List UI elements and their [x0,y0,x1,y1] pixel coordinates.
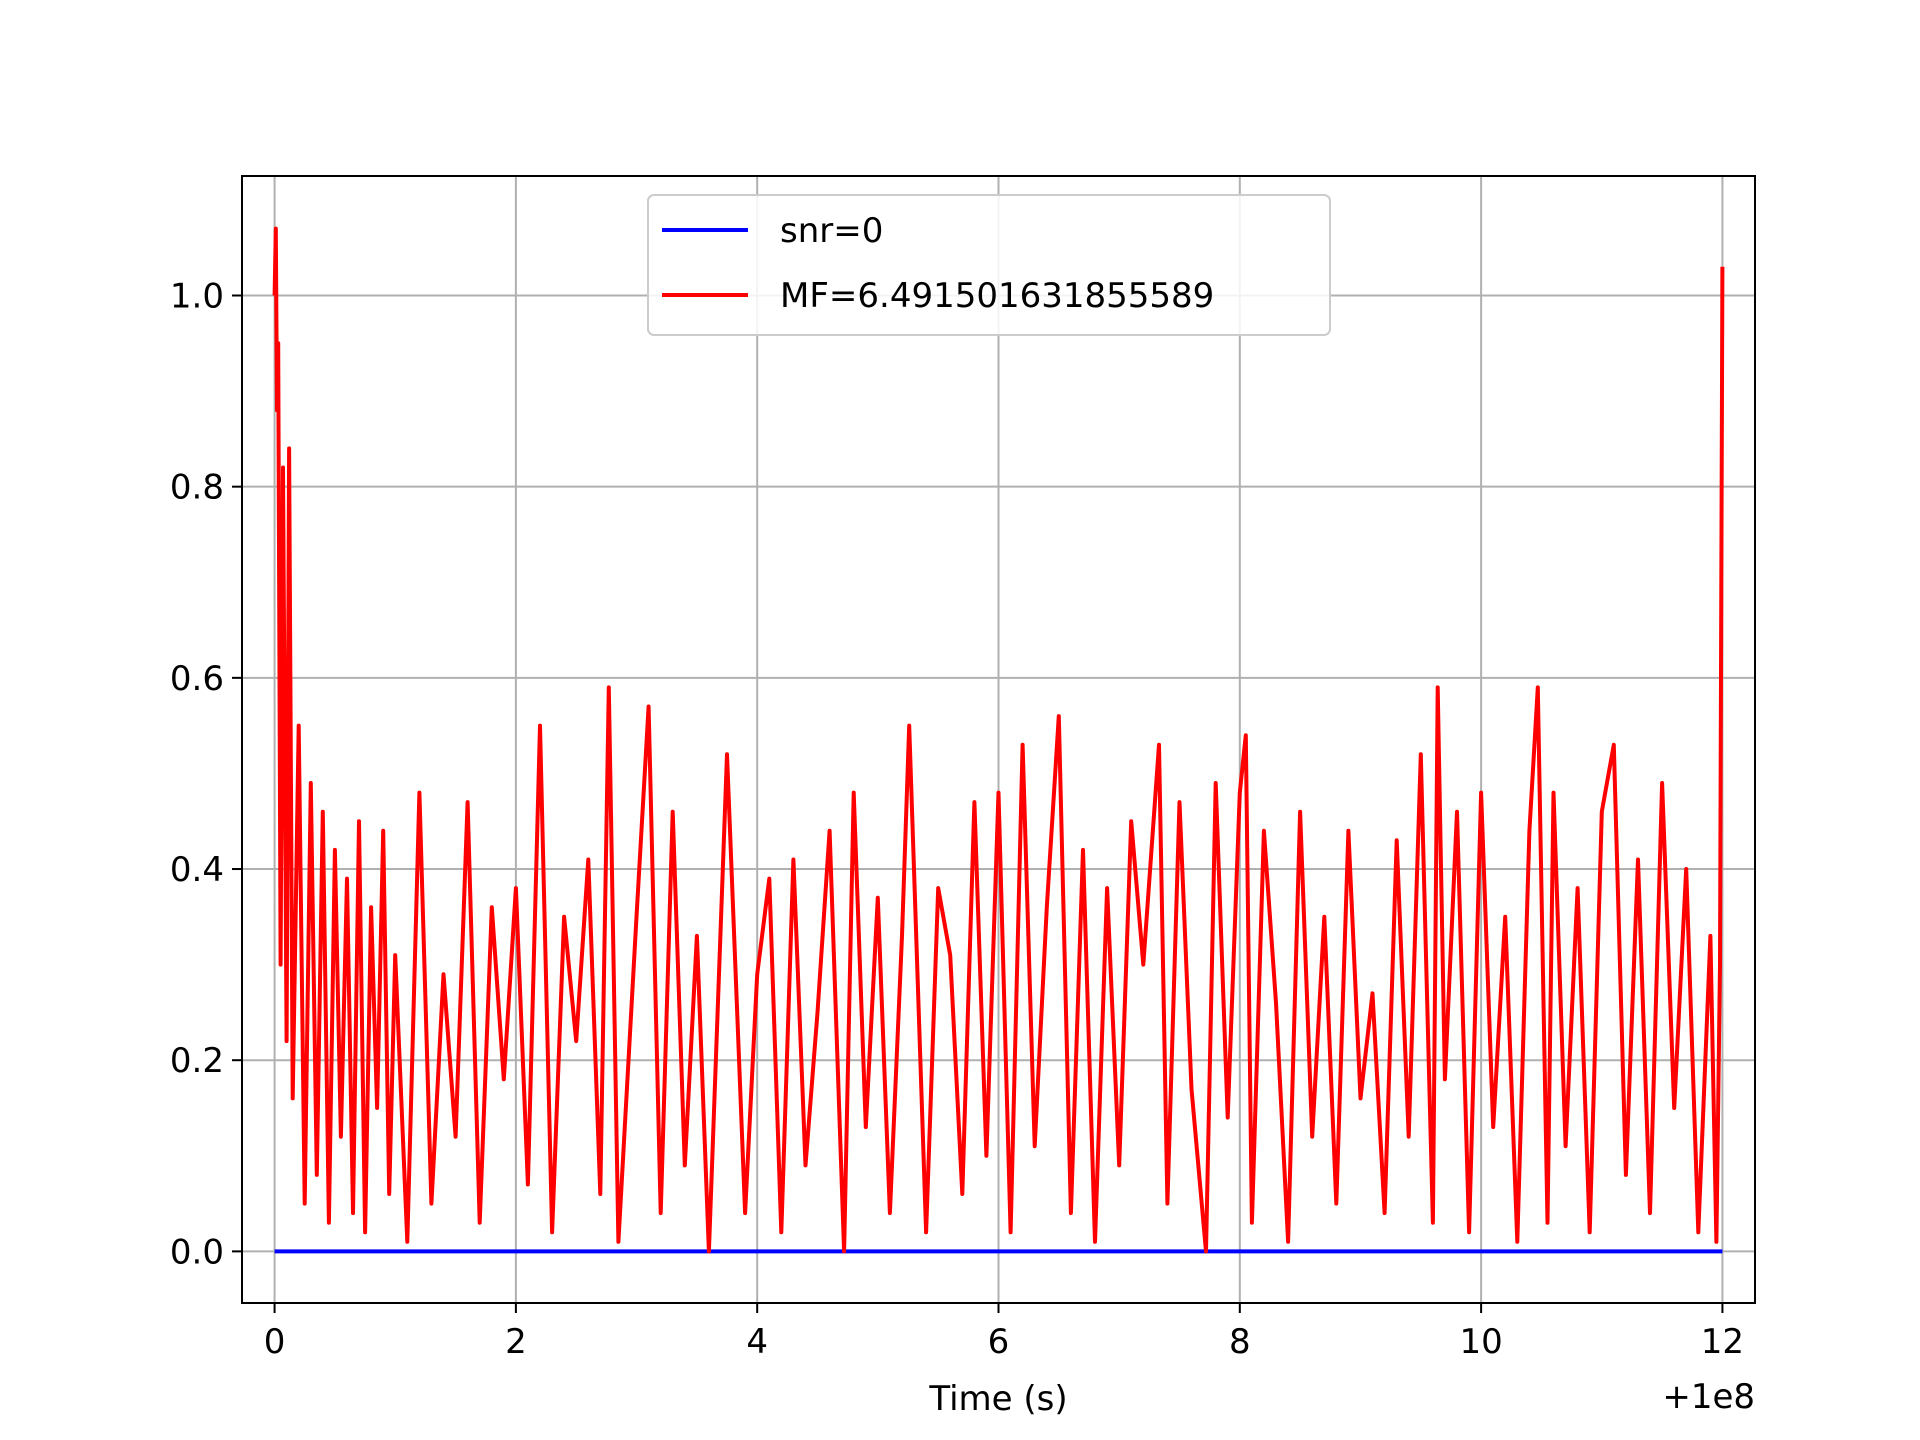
x-tick-label: 12 [1701,1322,1744,1362]
legend-box [647,194,1331,336]
y-tick-label: 0.8 [170,468,224,508]
legend-entry: snr=0 [780,211,883,251]
y-tick-label: 0.6 [170,659,224,699]
x-tick-label: 0 [264,1322,286,1362]
y-tick-label: 0.2 [170,1041,224,1081]
legend-entry: MF=6.491501631855589 [780,276,1214,316]
y-tick-label: 0.4 [170,850,224,890]
x-axis-offset-label: +1e8 [1662,1377,1755,1417]
ticks: 0 2 4 6 8 10 12 0.0 0.2 0.4 0.6 0.8 1.0 [170,276,1744,1362]
legend: snr=0 MF=6.491501631855589 [647,194,1331,336]
x-tick-label: 4 [746,1322,768,1362]
y-tick-label: 0.0 [170,1232,224,1272]
x-tick-label: 2 [505,1322,527,1362]
series-line [272,226,1725,1254]
y-tick-label: 1.0 [170,276,224,316]
grid [242,176,1755,1303]
x-tick-label: 6 [988,1322,1010,1362]
x-tick-label: 10 [1459,1322,1502,1362]
x-axis-label: Time (s) [928,1379,1067,1419]
x-tick-label: 8 [1229,1322,1251,1362]
plot-lines [272,226,1725,1254]
